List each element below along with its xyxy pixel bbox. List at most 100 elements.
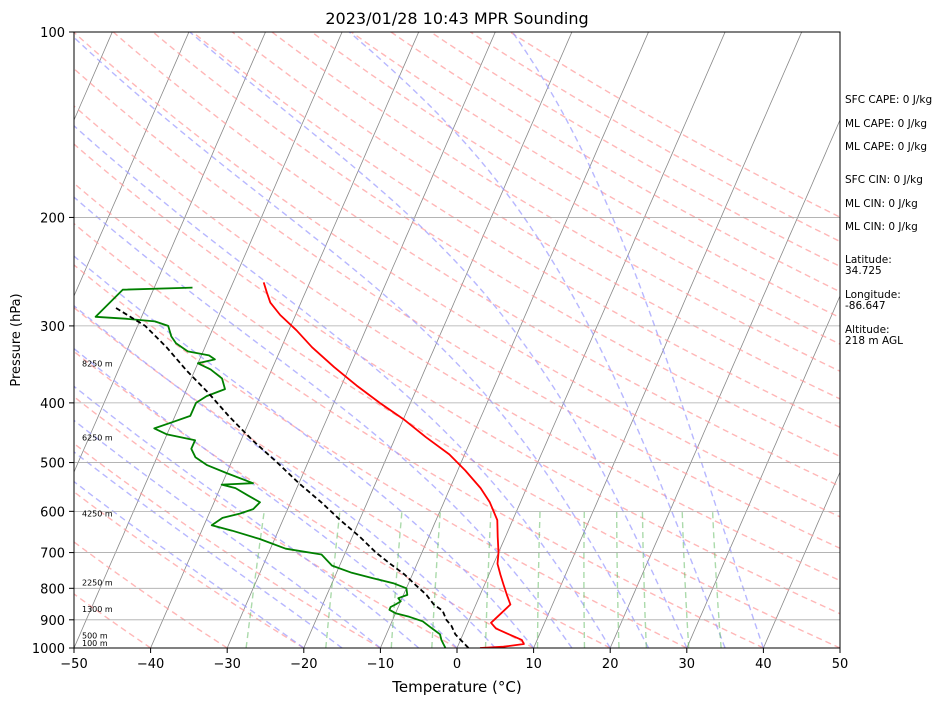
longitude-label: Longitude: bbox=[845, 289, 901, 301]
height-label: 8250 m bbox=[82, 359, 113, 368]
height-label: 100 m bbox=[82, 639, 108, 648]
dry-adiabat-line bbox=[74, 264, 688, 648]
ml-cape-text: ML CAPE: 0 J/kg bbox=[845, 118, 928, 130]
y-tick-label: 1000 bbox=[32, 642, 65, 657]
y-tick-label: 800 bbox=[40, 582, 65, 597]
isotherm-line bbox=[686, 294, 840, 648]
moist-adiabat-line bbox=[74, 196, 573, 648]
latitude-label: Latitude: bbox=[845, 254, 892, 266]
dry-adiabat-line bbox=[74, 350, 534, 648]
dry-adiabat-line bbox=[152, 32, 840, 458]
ml-cape-text-2: ML CAPE: 0 J/kg bbox=[845, 141, 928, 153]
mixing-ratio-line bbox=[390, 511, 403, 648]
y-axis-label: Pressure (hPa) bbox=[9, 293, 24, 386]
sfc-cin-text: SFC CIN: 0 J/kg bbox=[845, 174, 923, 186]
dry-adiabat-line bbox=[74, 222, 764, 648]
isotherm-line bbox=[74, 32, 343, 648]
reference-lines bbox=[74, 32, 840, 648]
chart-title: 2023/01/28 10:43 MPR Sounding bbox=[325, 9, 588, 28]
height-label: 4250 m bbox=[82, 510, 113, 519]
dry-adiabat-line bbox=[112, 32, 840, 488]
mixing-ratio-line bbox=[431, 511, 441, 648]
moist-adiabat-line bbox=[74, 304, 496, 648]
altitude-label: Altitude: bbox=[845, 324, 890, 336]
height-label: 2250 m bbox=[82, 579, 113, 588]
x-tick-label: −10 bbox=[367, 657, 394, 672]
dry-adiabat-line bbox=[74, 143, 840, 615]
isotherm-line bbox=[533, 32, 803, 648]
x-tick-label: 10 bbox=[525, 657, 542, 672]
x-tick-label: −30 bbox=[213, 657, 240, 672]
height-label: 6250 m bbox=[82, 433, 113, 442]
moist-adiabat-line bbox=[189, 32, 688, 648]
height-label: 500 m bbox=[82, 632, 108, 641]
y-axis-ticks: 1000 900 800 700 600 500 400 300 200 100 bbox=[32, 26, 74, 657]
ml-cin-text-2: ML CIN: 0 J/kg bbox=[845, 221, 918, 233]
longitude-value: -86.647 bbox=[845, 300, 886, 312]
x-tick-label: −40 bbox=[137, 657, 164, 672]
x-tick-label: −20 bbox=[290, 657, 317, 672]
height-label: 1300 m bbox=[82, 605, 113, 614]
isotherm-line bbox=[74, 32, 266, 474]
isotherm-line bbox=[763, 471, 840, 648]
latitude-value: 34.725 bbox=[845, 265, 882, 277]
isotherm-line bbox=[456, 32, 726, 648]
y-tick-label: 200 bbox=[40, 211, 65, 226]
dry-adiabat-line bbox=[74, 306, 611, 648]
ml-cin-text: ML CIN: 0 J/kg bbox=[845, 198, 918, 210]
plot-frame bbox=[73, 31, 841, 649]
isotherm-line bbox=[380, 32, 649, 648]
temperature-trace bbox=[262, 282, 525, 648]
dry-adiabat-line bbox=[311, 32, 840, 345]
moist-adiabat-line bbox=[74, 347, 458, 648]
isotherm-line bbox=[226, 32, 496, 648]
y-tick-label: 100 bbox=[40, 26, 65, 41]
moist-adiabat-line bbox=[74, 419, 381, 648]
mixing-ratio-line bbox=[641, 511, 648, 648]
dry-adiabat-line bbox=[192, 32, 840, 429]
dry-adiabat-line bbox=[74, 442, 381, 648]
dry-adiabat-line bbox=[74, 541, 228, 648]
x-tick-label: 40 bbox=[755, 657, 772, 672]
parcel-trace bbox=[114, 306, 470, 648]
x-axis-label: Temperature (°C) bbox=[391, 678, 521, 696]
moist-adiabat-line bbox=[348, 32, 726, 648]
dry-adiabat-line bbox=[74, 395, 458, 648]
moist-adiabat-line bbox=[74, 450, 343, 648]
y-tick-label: 500 bbox=[40, 457, 65, 472]
altitude-value: 218 m AGL bbox=[845, 335, 903, 347]
y-tick-label: 700 bbox=[40, 547, 65, 562]
y-tick-label: 400 bbox=[40, 397, 65, 412]
moist-adiabat-line bbox=[511, 32, 765, 648]
x-tick-label: 0 bbox=[453, 657, 461, 672]
x-tick-label: 20 bbox=[602, 657, 619, 672]
x-axis-ticks: −50 −40 −30 −20 −10 0 10 20 30 40 50 bbox=[60, 648, 848, 672]
dry-adiabat-line bbox=[74, 182, 840, 648]
y-tick-label: 300 bbox=[40, 320, 65, 335]
x-tick-label: 30 bbox=[679, 657, 696, 672]
moist-adiabat-line bbox=[74, 255, 535, 648]
isotherm-line bbox=[609, 119, 840, 648]
sounding-traces bbox=[94, 282, 525, 648]
dewpoint-trace bbox=[94, 286, 447, 648]
dry-adiabat-line bbox=[231, 32, 840, 400]
pressure-gridlines bbox=[74, 31, 840, 649]
moist-adiabat-line bbox=[74, 36, 650, 648]
mixing-ratio-line bbox=[536, 511, 541, 648]
mixing-ratio-line bbox=[616, 511, 620, 648]
dry-adiabat-line bbox=[74, 32, 840, 518]
x-tick-label: −50 bbox=[60, 657, 87, 672]
moist-adiabat-line bbox=[74, 124, 611, 648]
dry-adiabat-line bbox=[74, 105, 840, 582]
moist-adiabat-line bbox=[74, 480, 305, 648]
mixing-ratio-line bbox=[325, 511, 341, 648]
isotherm-line bbox=[303, 32, 573, 648]
y-tick-label: 600 bbox=[40, 505, 65, 520]
dry-adiabat-line bbox=[74, 67, 840, 550]
y-tick-label: 900 bbox=[40, 614, 65, 629]
isotherm-line bbox=[150, 32, 420, 648]
dry-adiabat-line bbox=[271, 32, 840, 373]
isotherm-line bbox=[74, 32, 190, 297]
